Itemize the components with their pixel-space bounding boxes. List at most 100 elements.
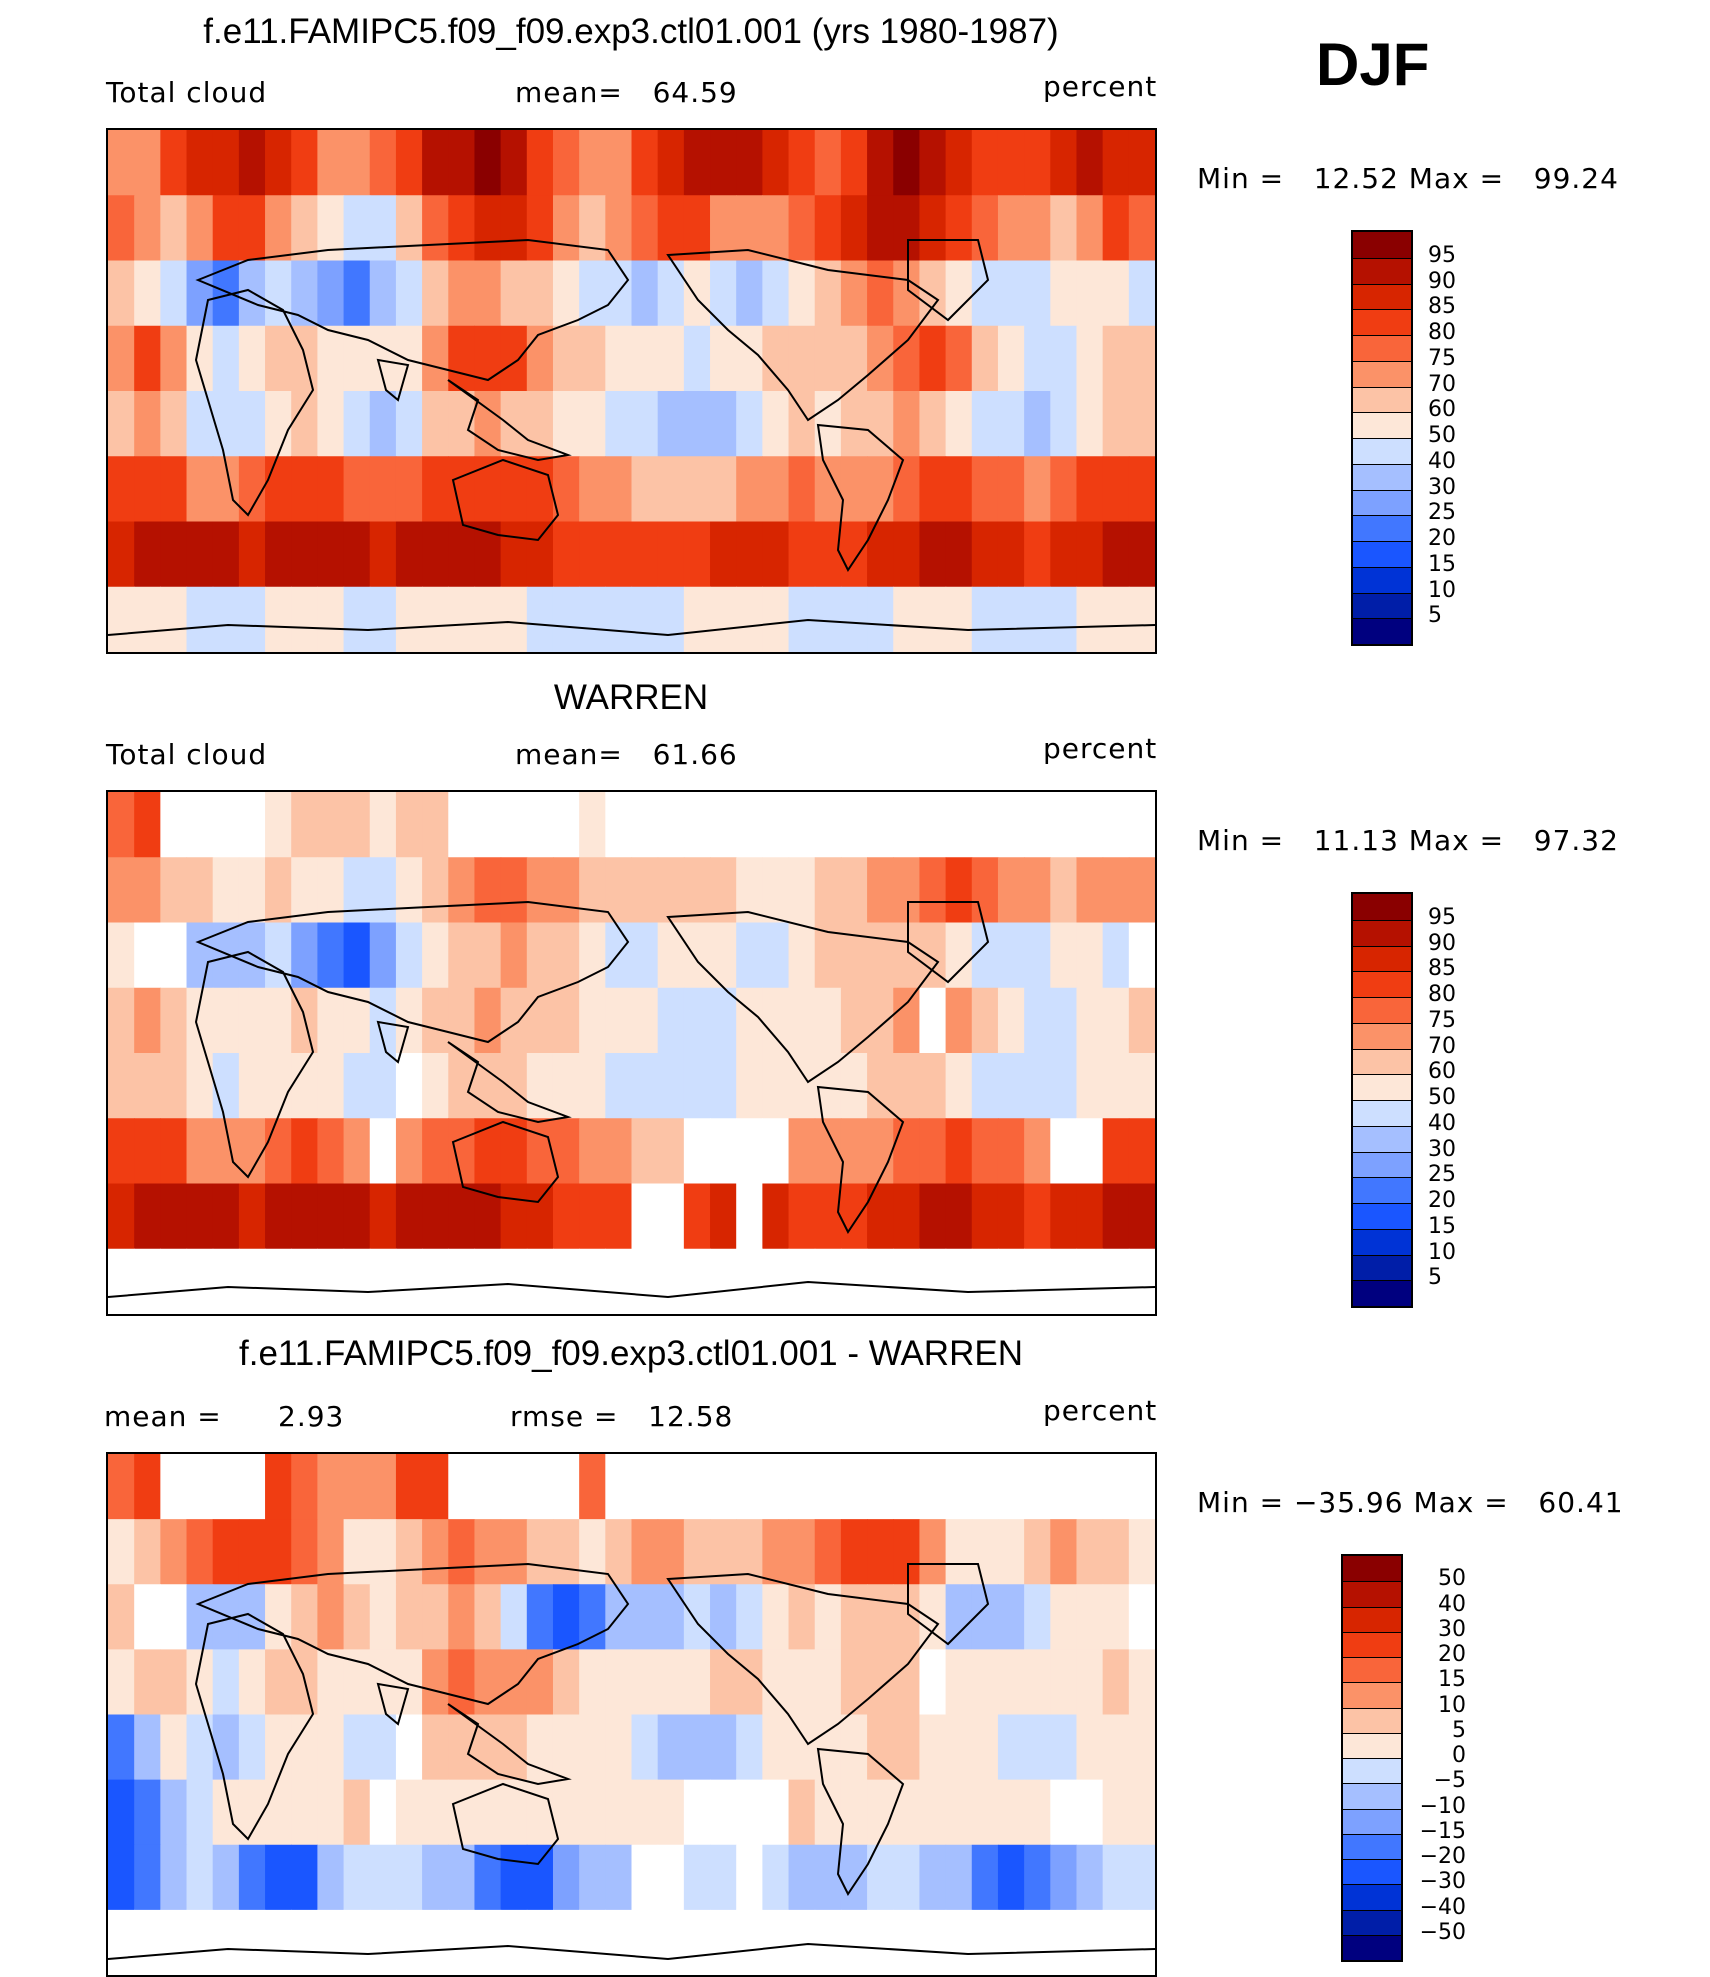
heatmap-cell	[500, 1714, 528, 1781]
heatmap-cell	[710, 130, 737, 196]
heatmap-cell	[579, 1519, 606, 1585]
heatmap-cell	[997, 195, 1025, 262]
heatmap-cell	[867, 260, 894, 327]
heatmap-cell	[134, 1714, 161, 1781]
heatmap-cell	[1024, 1779, 1051, 1846]
heatmap-cell	[422, 1118, 449, 1185]
heatmap-cell	[265, 1183, 292, 1250]
colorbar-tick-label: 15	[1428, 1213, 1456, 1239]
heatmap-cell	[500, 1183, 528, 1250]
heatmap-cell	[134, 195, 161, 262]
coastline	[907, 239, 990, 322]
heatmap-cell	[1076, 1779, 1104, 1846]
coastline	[108, 618, 1155, 637]
heatmap-cell	[945, 1053, 973, 1119]
heatmap-cell	[605, 1714, 633, 1781]
heatmap-cell	[369, 1844, 397, 1911]
heatmap-cell	[788, 1584, 816, 1650]
heatmap-cell	[1076, 260, 1104, 327]
heatmap-cell	[1050, 987, 1078, 1054]
heatmap-cell	[919, 1248, 947, 1314]
heatmap-cell	[814, 586, 842, 652]
heatmap-cell	[814, 325, 842, 392]
heatmap-cell	[134, 1454, 161, 1520]
heatmap-cell	[867, 325, 894, 392]
heatmap-cell	[369, 1519, 397, 1585]
heatmap-cell	[186, 1584, 214, 1650]
heatmap-cell	[1102, 325, 1130, 392]
colorbar-segment	[1343, 1556, 1401, 1582]
colorbar-segment	[1353, 386, 1411, 413]
heatmap-cell	[631, 586, 659, 652]
heatmap-cell	[710, 1649, 737, 1716]
heatmap-cell	[1102, 586, 1130, 652]
heatmap-cell	[343, 456, 371, 523]
colorbar-tick-label: 70	[1428, 371, 1456, 397]
heatmap-cell	[212, 1649, 240, 1716]
colorbar-tick-label: −10	[1419, 1793, 1466, 1819]
heatmap-cell	[422, 1183, 449, 1250]
heatmap-cell	[579, 130, 606, 196]
heatmap-cell	[422, 325, 449, 392]
heatmap-cell	[893, 1714, 921, 1781]
heatmap-cell	[840, 1779, 868, 1846]
colorbar-segment	[1353, 412, 1411, 438]
heatmap-cell	[971, 130, 999, 196]
heatmap-cell	[1128, 195, 1155, 262]
heatmap-cell	[291, 391, 318, 457]
heatmap-cell	[369, 456, 397, 523]
heatmap-cell	[919, 1454, 947, 1520]
panel-2-minmax: Min = 11.13 Max = 97.32	[1197, 824, 1619, 857]
heatmap-cell	[212, 1248, 240, 1314]
heatmap-cell	[317, 1584, 345, 1650]
heatmap-cell	[657, 1118, 685, 1185]
heatmap-cell	[212, 391, 240, 457]
heatmap-cell	[108, 1649, 135, 1716]
heatmap-cell	[971, 792, 999, 858]
heatmap-cell	[788, 1118, 816, 1185]
colorbar-segment	[1353, 541, 1411, 567]
heatmap-cell	[186, 792, 214, 858]
heatmap-cell	[657, 1844, 685, 1911]
heatmap-cell	[369, 922, 397, 989]
colorbar-segment	[1343, 1758, 1401, 1784]
heatmap-cell	[238, 987, 266, 1054]
heatmap-cell	[108, 391, 135, 457]
heatmap-cell	[840, 1053, 868, 1119]
heatmap-cell	[448, 260, 476, 327]
heatmap-cell	[867, 1909, 894, 1975]
heatmap-cell	[395, 1519, 423, 1585]
heatmap-cell	[1024, 456, 1051, 523]
heatmap-cell	[1128, 260, 1155, 327]
heatmap-cell	[631, 1584, 659, 1650]
heatmap-cell	[840, 130, 868, 196]
heatmap-cell	[552, 1844, 580, 1911]
heatmap-cell	[945, 922, 973, 989]
heatmap-cell	[579, 922, 606, 989]
panel-1-colorbar	[1351, 230, 1413, 646]
heatmap-cell	[160, 1844, 188, 1911]
heatmap-cell	[1024, 857, 1051, 924]
heatmap-cell	[500, 987, 528, 1054]
heatmap-cell	[500, 1053, 528, 1119]
heatmap-cell	[1050, 1454, 1078, 1520]
colorbar-segment	[1343, 1783, 1401, 1809]
heatmap-cell	[526, 521, 554, 588]
heatmap-cell	[369, 195, 397, 262]
heatmap-cell	[1050, 1183, 1078, 1250]
heatmap-cell	[893, 1053, 921, 1119]
heatmap-cell	[605, 260, 633, 327]
heatmap-cell	[840, 1844, 868, 1911]
heatmap-cell	[291, 586, 318, 652]
heatmap-cell	[945, 1118, 973, 1185]
heatmap-cell	[762, 1584, 790, 1650]
heatmap-cell	[840, 391, 868, 457]
heatmap-cell	[552, 1248, 580, 1314]
heatmap-cell	[814, 391, 842, 457]
heatmap-cell	[317, 260, 345, 327]
heatmap-cell	[657, 325, 685, 392]
heatmap-cell	[291, 1118, 318, 1185]
heatmap-cell	[395, 391, 423, 457]
heatmap-cell	[1050, 391, 1078, 457]
heatmap-cell	[1102, 1909, 1130, 1975]
